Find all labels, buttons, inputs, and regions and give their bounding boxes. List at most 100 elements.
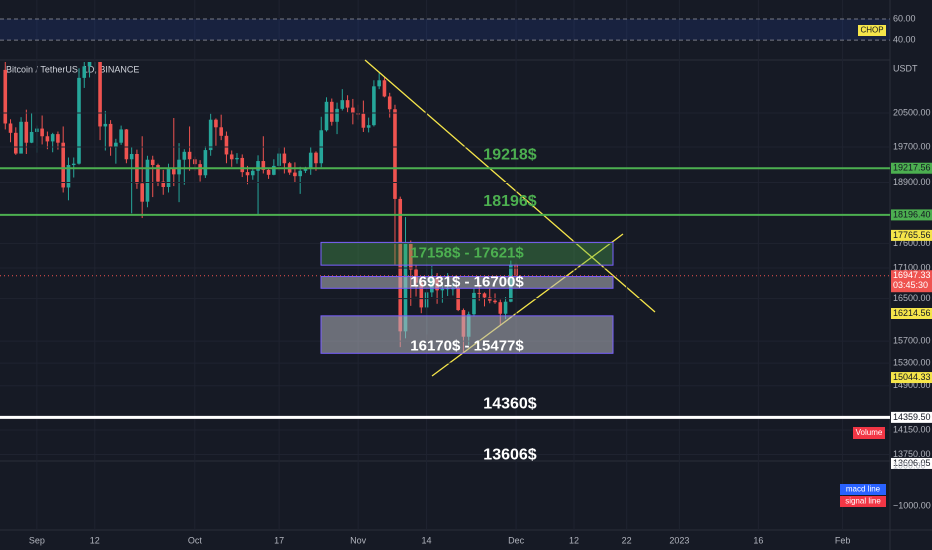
candle-body xyxy=(351,107,355,114)
legend-label: macd line xyxy=(846,485,881,494)
candle-body xyxy=(445,288,450,290)
price-tag xyxy=(891,308,932,320)
candle-body xyxy=(245,172,250,176)
level-text: 13606$ xyxy=(483,447,536,464)
legend-tag xyxy=(840,484,886,495)
x-tick-label: Dec xyxy=(508,535,525,545)
candle-body xyxy=(150,159,155,166)
candle-body xyxy=(156,165,160,182)
candle-body xyxy=(124,129,129,160)
candle-body xyxy=(187,151,192,160)
candle-body xyxy=(77,77,81,164)
symbol-title: Bitcoin / TetherUS, 1D, BINANCE xyxy=(6,64,139,74)
candle-body xyxy=(182,151,187,160)
zone-text: 16170$ - 15477$ xyxy=(410,338,524,355)
x-tick-label: Oct xyxy=(188,535,203,545)
candle-body xyxy=(145,159,150,202)
candle-body xyxy=(329,101,334,122)
price-zone xyxy=(320,276,614,289)
candle-body xyxy=(119,129,123,143)
candle-body xyxy=(66,165,71,188)
x-tick-label: 16 xyxy=(753,535,763,545)
candle-body xyxy=(324,101,329,131)
candle-body xyxy=(56,134,60,143)
y-tick-label: 13750.00 xyxy=(893,449,931,459)
candle-body xyxy=(198,164,202,176)
candle-body xyxy=(372,86,376,126)
level-text: 18196$ xyxy=(483,193,536,210)
price-tag xyxy=(891,457,932,469)
y-tick-label: 14150.00 xyxy=(893,424,931,434)
candle-body xyxy=(19,121,23,154)
candle-body xyxy=(129,154,134,160)
candle-body xyxy=(40,128,44,137)
candle-body xyxy=(456,288,460,311)
candle-body xyxy=(50,134,55,142)
candle-body xyxy=(87,62,92,67)
candle-body xyxy=(387,96,392,110)
y-tick-label: 17600.00 xyxy=(893,238,931,248)
candle-body xyxy=(71,163,76,166)
price-tag xyxy=(891,209,932,221)
candle-body xyxy=(250,170,255,176)
candle-body xyxy=(298,170,302,177)
candle-body xyxy=(235,157,239,160)
candle-body xyxy=(8,123,13,133)
x-tick-label: Sep xyxy=(29,535,45,545)
candle-body xyxy=(377,80,381,87)
candle-body xyxy=(293,172,297,177)
candle-body xyxy=(345,100,350,108)
price-tag-label: 14359.50 xyxy=(893,412,931,422)
legend-label: signal line xyxy=(845,497,881,506)
countdown: 03:45:30 xyxy=(893,280,928,290)
candle-body xyxy=(440,288,445,291)
candle-body xyxy=(108,123,113,148)
x-tick-label: Feb xyxy=(835,535,851,545)
x-tick-label: 12 xyxy=(90,535,100,545)
candle-body xyxy=(229,154,234,160)
candle-body xyxy=(98,62,102,127)
candle-body xyxy=(419,282,424,308)
candle-body xyxy=(272,165,276,175)
y-tick-label: 20500.00 xyxy=(893,107,931,117)
level-text: 14360$ xyxy=(483,396,536,413)
price-zone xyxy=(320,241,614,266)
chop-label: CHOP xyxy=(860,26,883,35)
legend-tag xyxy=(840,496,886,507)
candle-body xyxy=(140,183,144,202)
price-tag xyxy=(891,270,932,293)
candle-body xyxy=(340,100,345,109)
y-tick-label: 19700.00 xyxy=(893,141,931,151)
level-text: 19218$ xyxy=(483,146,536,163)
y-tick-label: 40.00 xyxy=(893,34,916,44)
chop-band xyxy=(0,18,890,41)
price-tag-label: 16947.33 xyxy=(893,270,931,280)
x-tick-label: 17 xyxy=(274,535,284,545)
candle-body xyxy=(240,157,245,173)
volume-tag xyxy=(853,427,885,439)
y-tick-label: 60.00 xyxy=(893,13,916,23)
candle-body xyxy=(472,292,476,315)
price-tag xyxy=(891,372,932,384)
candle-body xyxy=(266,169,271,175)
candle-body xyxy=(24,121,29,143)
volume-label: Volume xyxy=(856,428,883,437)
candle-body xyxy=(487,297,492,301)
x-tick-label: 14 xyxy=(422,535,432,545)
candle-body xyxy=(482,293,487,298)
candle-body xyxy=(45,136,50,142)
candle-body xyxy=(393,109,397,199)
candle-body xyxy=(219,127,223,136)
candle-body xyxy=(103,123,108,127)
x-tick-label: 12 xyxy=(569,535,579,545)
trend-line xyxy=(364,59,656,313)
y-tick-label: 1000.00 xyxy=(893,460,926,470)
price-tag-label: 18196.40 xyxy=(893,209,931,219)
candle-body xyxy=(314,152,318,164)
price-tag xyxy=(891,411,932,423)
candle-body xyxy=(408,243,413,270)
candle-body xyxy=(114,142,118,148)
candle-body xyxy=(171,168,176,175)
